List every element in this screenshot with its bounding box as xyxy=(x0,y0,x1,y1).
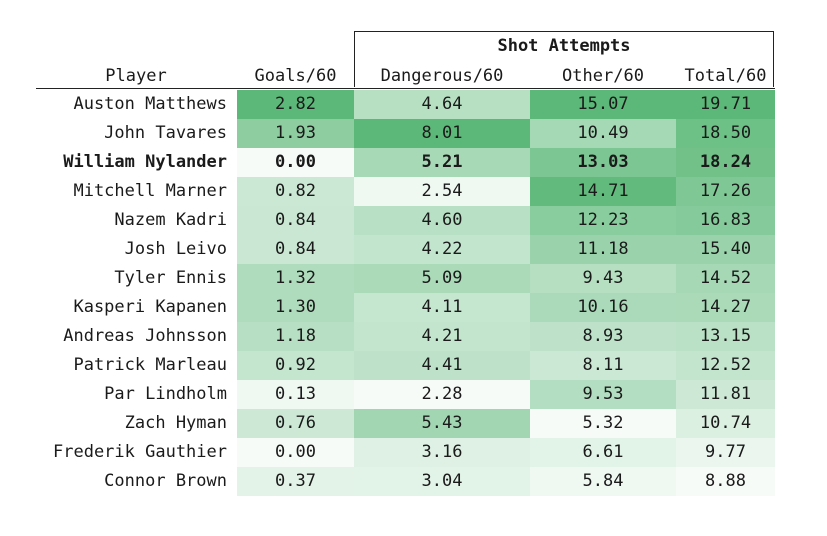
player-name: Andreas Johnsson xyxy=(63,326,227,346)
player-name: Kasperi Kapanen xyxy=(73,297,227,317)
dangerous-cell: 3.16 xyxy=(354,438,530,467)
total-cell: 13.15 xyxy=(676,322,775,351)
dangerous-cell: 8.01 xyxy=(354,119,530,148)
other-cell: 14.71 xyxy=(530,177,676,206)
dangerous-cell: 5.21 xyxy=(354,148,530,177)
total-cell: 9.77 xyxy=(676,438,775,467)
player-name: William Nylander xyxy=(63,152,227,172)
dangerous-cell: 4.41 xyxy=(354,351,530,380)
goals-cell: 1.30 xyxy=(237,293,354,322)
other-cell: 8.11 xyxy=(530,351,676,380)
column-header-other: Other/60 xyxy=(562,66,644,86)
column-header-total: Total/60 xyxy=(684,66,767,86)
dangerous-cell: 5.43 xyxy=(354,409,530,438)
dangerous-cell: 4.64 xyxy=(354,90,530,119)
goals-cell: 0.00 xyxy=(237,438,354,467)
dangerous-cell: 2.54 xyxy=(354,177,530,206)
goals-cell: 1.32 xyxy=(237,264,354,293)
player-name: Connor Brown xyxy=(104,471,227,491)
player-name: Tyler Ennis xyxy=(114,268,227,288)
player-name: Mitchell Marner xyxy=(73,181,227,201)
total-cell: 18.50 xyxy=(676,119,775,148)
total-cell: 16.83 xyxy=(676,206,775,235)
other-cell: 10.49 xyxy=(530,119,676,148)
dangerous-cell: 4.60 xyxy=(354,206,530,235)
total-cell: 18.24 xyxy=(676,148,775,177)
goals-cell: 0.84 xyxy=(237,206,354,235)
other-cell: 15.07 xyxy=(530,90,676,119)
total-cell: 8.88 xyxy=(676,467,775,496)
player-name: John Tavares xyxy=(104,123,227,143)
header-rule xyxy=(36,88,775,89)
other-cell: 9.53 xyxy=(530,380,676,409)
goals-cell: 1.18 xyxy=(237,322,354,351)
dangerous-cell: 4.11 xyxy=(354,293,530,322)
total-cell: 17.26 xyxy=(676,177,775,206)
column-header-goals: Goals/60 xyxy=(254,66,337,86)
total-cell: 19.71 xyxy=(676,90,775,119)
goals-cell: 0.92 xyxy=(237,351,354,380)
other-cell: 10.16 xyxy=(530,293,676,322)
player-name: Frederik Gauthier xyxy=(53,442,227,462)
dangerous-cell: 3.04 xyxy=(354,467,530,496)
total-cell: 15.40 xyxy=(676,235,775,264)
player-name: Patrick Marleau xyxy=(73,355,227,375)
group-header-shot-attempts: Shot Attempts xyxy=(497,36,631,56)
goals-cell: 0.76 xyxy=(237,409,354,438)
goals-cell: 0.84 xyxy=(237,235,354,264)
total-cell: 14.52 xyxy=(676,264,775,293)
player-name: Zach Hyman xyxy=(124,413,227,433)
other-cell: 8.93 xyxy=(530,322,676,351)
goals-cell: 0.82 xyxy=(237,177,354,206)
player-name: Par Lindholm xyxy=(104,384,227,404)
goals-cell: 0.00 xyxy=(237,148,354,177)
total-cell: 14.27 xyxy=(676,293,775,322)
dangerous-cell: 4.22 xyxy=(354,235,530,264)
goals-cell: 0.37 xyxy=(237,467,354,496)
other-cell: 9.43 xyxy=(530,264,676,293)
column-header-player: Player xyxy=(105,66,167,86)
column-header-dangerous: Dangerous/60 xyxy=(380,66,504,86)
dangerous-cell: 5.09 xyxy=(354,264,530,293)
other-cell: 13.03 xyxy=(530,148,676,177)
goals-cell: 1.93 xyxy=(237,119,354,148)
player-name: Nazem Kadri xyxy=(114,210,227,230)
goals-cell: 0.13 xyxy=(237,380,354,409)
player-name: Auston Matthews xyxy=(73,94,227,114)
dangerous-cell: 2.28 xyxy=(354,380,530,409)
total-cell: 11.81 xyxy=(676,380,775,409)
dangerous-cell: 4.21 xyxy=(354,322,530,351)
other-cell: 5.84 xyxy=(530,467,676,496)
total-cell: 12.52 xyxy=(676,351,775,380)
goals-cell: 2.82 xyxy=(237,90,354,119)
other-cell: 5.32 xyxy=(530,409,676,438)
other-cell: 12.23 xyxy=(530,206,676,235)
player-name: Josh Leivo xyxy=(124,239,227,259)
total-cell: 10.74 xyxy=(676,409,775,438)
shot-attempts-group-box xyxy=(354,31,774,87)
other-cell: 6.61 xyxy=(530,438,676,467)
other-cell: 11.18 xyxy=(530,235,676,264)
